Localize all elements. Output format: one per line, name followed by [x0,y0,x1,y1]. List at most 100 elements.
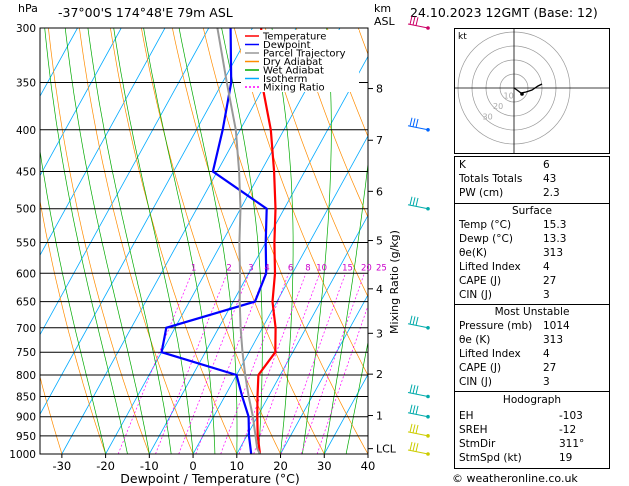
surface-thetae-label: θe(K) [459,247,487,259]
hodo-eh-label: EH [459,410,474,422]
index-tt-value: 43 [543,173,557,185]
wind-barb-shaft [407,204,429,210]
km-tick-label: 1 [376,410,383,423]
datetime-title: 24.10.2023 12GMT (Base: 12) [410,5,598,20]
pressure-tick-label: 750 [16,347,36,359]
legend-background [241,30,359,92]
mu-pressure-label: Pressure (mb) [459,320,533,332]
isotherm-line [40,28,253,416]
hpa-unit-label: hPa [18,2,38,15]
wind-barb-shaft [407,449,429,455]
wind-barb-flag [409,117,413,127]
hodo-stmdir-label: StmDir [459,438,496,450]
hodograph-ring-label: 20 [493,102,503,111]
wind-barb-flag [412,316,416,325]
asl-unit-label: ASL [374,15,395,28]
wind-barb-flag [415,197,419,207]
mu-cin-label: CIN (J) [459,376,492,388]
wind-barb-dot [426,452,430,456]
wind-barb-dot [426,127,430,132]
pressure-tick-label: 800 [16,370,36,382]
isotherm-line [40,28,78,98]
legend-label: Temperature [262,32,326,43]
mu-pressure-value: 1014 [543,320,570,332]
mixing-ratio-line [280,273,346,454]
most-unstable-panel: Most Unstable Pressure (mb) 1014 θe (K) 31… [454,304,610,392]
isotherm-line [61,28,297,454]
isotherm-line [105,28,341,454]
x-tick-label: 30 [317,459,332,473]
km-tick-labels: 8 7 6 5 4 3 2 1 LCL [368,83,397,456]
surface-cin-value: 3 [543,289,550,301]
mixing-ratio-label: 2 [226,263,231,273]
pressure-tick-label: 850 [16,391,36,403]
pressure-tick-label: 900 [16,412,36,424]
hodograph-storm-motion [520,92,524,96]
surface-li-label: Lifted Index [459,261,521,273]
dry-adiabat-line [40,375,63,454]
mu-li-value: 4 [543,348,550,360]
wind-barb-flag [415,118,419,128]
mixing-ratio-label: 3 [248,263,253,273]
mixing-ratio-label: 20 [361,263,372,273]
surface-temp-value: 15.3 [543,219,567,231]
isotherm-line [280,294,368,454]
km-unit-label: km [374,2,392,15]
mu-cape-label: CAPE (J) [459,362,502,374]
hodograph-ring-label: 30 [483,113,493,122]
isotherm-line [323,373,368,454]
skewt-series [160,28,277,454]
mu-li-label: Lifted Index [459,348,521,360]
isotherm-line [40,28,122,177]
wind-barb-flag [415,385,419,395]
surface-title: Surface [511,205,552,217]
wind-barb-shaft [407,392,429,397]
hodo-stmdir-value: 311° [559,438,585,450]
wind-barb-shaft [407,431,429,437]
wind-barb-dot [426,325,430,330]
wind-barb-dot [426,414,430,419]
surface-dewp-label: Dewp (°C) [459,233,513,245]
dry-adiabat-line [295,28,368,218]
wet-adiabat-line [113,28,194,454]
index-tt-label: Totals Totals [459,173,523,185]
dry-adiabat-line [264,28,368,298]
x-tick-label: -20 [96,459,115,473]
mixing-ratio-label: 10 [316,263,327,273]
pressure-tick-label: 450 [16,166,36,178]
temperature-tick-labels: -30 -20 -10 0 10 20 30 40 [52,454,375,473]
hodo-sreh-value: -12 [559,424,577,436]
isotherm-line [192,135,368,454]
mixing-ratio-label: 1 [191,263,196,273]
pressure-tick-label: 300 [16,23,36,35]
wind-barb-shaft [407,323,429,329]
mixing-ratio-line [117,273,193,454]
series-dewpoint [160,28,268,454]
pressure-tick-label: 400 [16,125,36,137]
hodograph-trace [513,83,543,94]
legend-label: Dewpoint [263,40,311,51]
wind-barb-flag [409,315,413,325]
wind-barb-flag [412,16,416,26]
wind-barb-dot [426,394,430,399]
x-tick-label: -30 [52,459,71,473]
legend-label: Wet Adiabat [263,66,324,77]
wind-barb-shaft [407,23,429,29]
surface-cin-label: CIN (J) [459,289,492,301]
pressure-tick-label: 350 [16,78,36,90]
km-tick-label: LCL [376,443,397,456]
wind-barb-flag [412,424,416,433]
km-tick-label: 6 [376,185,383,198]
wind-barb-flag [415,405,419,415]
hodograph-ring-label: 10 [504,92,514,101]
isotherm-line [236,214,368,454]
pressure-tick-label: 1000 [9,449,36,461]
wind-barb-flag [409,384,413,394]
x-tick-label: 20 [273,459,288,473]
wind-barb-dot [426,206,430,211]
hodo-sreh-label: SREH [459,424,488,436]
series-parcel-trajectory [216,28,261,454]
surface-li-value: 4 [543,261,550,273]
